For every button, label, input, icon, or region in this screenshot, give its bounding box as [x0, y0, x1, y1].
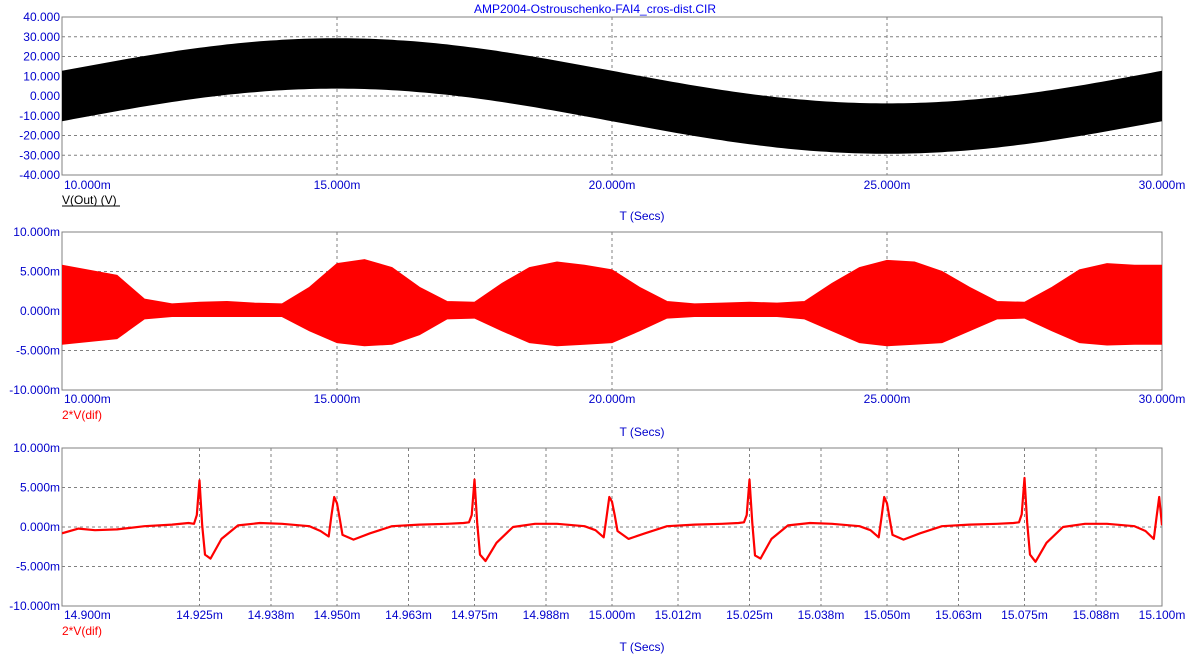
y-tick-label: 20.000 — [23, 50, 60, 64]
y-tick-label: 0.000m — [20, 304, 60, 318]
y-tick-label: 10.000m — [13, 225, 60, 239]
x-tick-label: 15.063m — [935, 608, 982, 622]
x-tick-label: 20.000m — [589, 392, 636, 406]
y-tick-label: 5.000m — [20, 265, 60, 279]
y-tick-label: 0.000m — [20, 520, 60, 534]
y-tick-label: -30.000 — [19, 148, 60, 162]
trace-label: V(Out) (V) — [62, 193, 117, 207]
y-tick-label: 10.000 — [23, 69, 60, 83]
x-tick-label: 15.050m — [864, 608, 911, 622]
x-tick-label: 14.925m — [176, 608, 223, 622]
x-tick-label: 15.088m — [1073, 608, 1120, 622]
y-tick-label: 5.000m — [20, 481, 60, 495]
chart-panel-2: 10.000m 5.000m 0.000m -5.000m -10.000m 10.000… — [9, 225, 1185, 439]
chart-panel-1: 40.000 30.000 20.000 10.000 0.000 -10.000 -20.… — [19, 10, 1185, 223]
x-axis-title: T (Secs) — [619, 209, 664, 223]
chart-panel-3: 10.000m 5.000m 0.000m -5.000m -10.000m 14.900… — [9, 441, 1185, 654]
y-tick-label: -5.000m — [16, 344, 60, 358]
y-tick-label: 0.000 — [30, 89, 60, 103]
x-tick-label: 25.000m — [864, 392, 911, 406]
x-tick-label: 15.012m — [655, 608, 702, 622]
x-axis-title: T (Secs) — [619, 425, 664, 439]
window-title: AMP2004-Ostrouschenko-FAI4_cros-dist.CIR — [473, 2, 717, 16]
x-tick-label: 14.988m — [523, 608, 570, 622]
y-tick-label: 40.000 — [23, 10, 60, 24]
x-tick-label: 15.100m — [1139, 608, 1186, 622]
x-tick-label: 15.038m — [798, 608, 845, 622]
x-tick-label: 25.000m — [864, 178, 911, 192]
y-tick-label: -5.000m — [16, 560, 60, 574]
series-envelope — [62, 38, 1162, 154]
x-tick-label: 14.975m — [451, 608, 498, 622]
trace-label: 2*V(dif) — [62, 408, 102, 422]
x-tick-label: 14.963m — [385, 608, 432, 622]
series-line — [62, 476, 1162, 563]
x-tick-label: 30.000m — [1139, 392, 1186, 406]
x-tick-label: 14.938m — [248, 608, 295, 622]
x-tick-label: 15.075m — [1001, 608, 1048, 622]
y-tick-label: 30.000 — [23, 30, 60, 44]
x-tick-label: 10.000m — [64, 392, 111, 406]
x-tick-label: 15.000m — [314, 178, 361, 192]
x-tick-label: 10.000m — [64, 178, 111, 192]
x-tick-label: 30.000m — [1139, 178, 1186, 192]
y-tick-label: -20.000 — [19, 129, 60, 143]
x-tick-label: 14.950m — [314, 608, 361, 622]
y-tick-label: -10.000 — [19, 109, 60, 123]
x-tick-label: 20.000m — [589, 178, 636, 192]
y-tick-label: -40.000 — [19, 168, 60, 182]
y-tick-label: -10.000m — [9, 383, 60, 397]
trace-label: 2*V(dif) — [62, 624, 102, 638]
x-axis-title: T (Secs) — [619, 640, 664, 654]
y-tick-label: -10.000m — [9, 599, 60, 613]
series-envelope — [62, 259, 1162, 347]
x-tick-label: 15.025m — [726, 608, 773, 622]
y-tick-label: 10.000m — [13, 441, 60, 455]
x-tick-label: 14.900m — [64, 608, 111, 622]
x-tick-label: 15.000m — [589, 608, 636, 622]
x-tick-label: 15.000m — [314, 392, 361, 406]
